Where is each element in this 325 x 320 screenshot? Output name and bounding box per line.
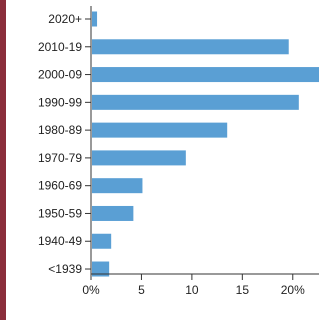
x-tick-label: 5	[138, 283, 145, 297]
bar-8	[92, 233, 112, 249]
left-accent-border	[0, 0, 6, 320]
bar-9	[92, 261, 110, 277]
y-tick-label: 2020+	[48, 12, 82, 26]
y-tick-label: 2010-19	[38, 40, 82, 54]
x-axis: 0% 5 10 15 20%	[82, 273, 319, 297]
bar-0	[92, 11, 98, 27]
bar-6	[92, 178, 143, 194]
y-tick-label: 1990-99	[38, 95, 82, 109]
y-axis: 2020+ 2010-19 2000-09 1990-99 1980-89 1970-79…	[38, 6, 92, 276]
y-tick-label: <1939	[48, 262, 82, 276]
x-tick-label: 10	[185, 283, 199, 297]
bar-7	[92, 205, 134, 221]
bars-group	[92, 11, 319, 277]
bar-2	[92, 67, 319, 83]
bar-1	[92, 39, 289, 55]
y-tick-label: 1950-59	[38, 206, 82, 220]
x-tick-label: 20%	[281, 283, 305, 297]
y-tick-label: 1940-49	[38, 234, 82, 248]
y-tick-label: 2000-09	[38, 68, 82, 82]
y-tick-label: 1970-79	[38, 151, 82, 165]
x-tick-label: 0%	[82, 283, 100, 297]
y-tick-label: 1980-89	[38, 123, 82, 137]
bar-4	[92, 122, 228, 138]
bar-5	[92, 150, 186, 166]
x-tick-label: 15	[236, 283, 250, 297]
bar-3	[92, 94, 299, 110]
y-tick-label: 1960-69	[38, 179, 82, 193]
